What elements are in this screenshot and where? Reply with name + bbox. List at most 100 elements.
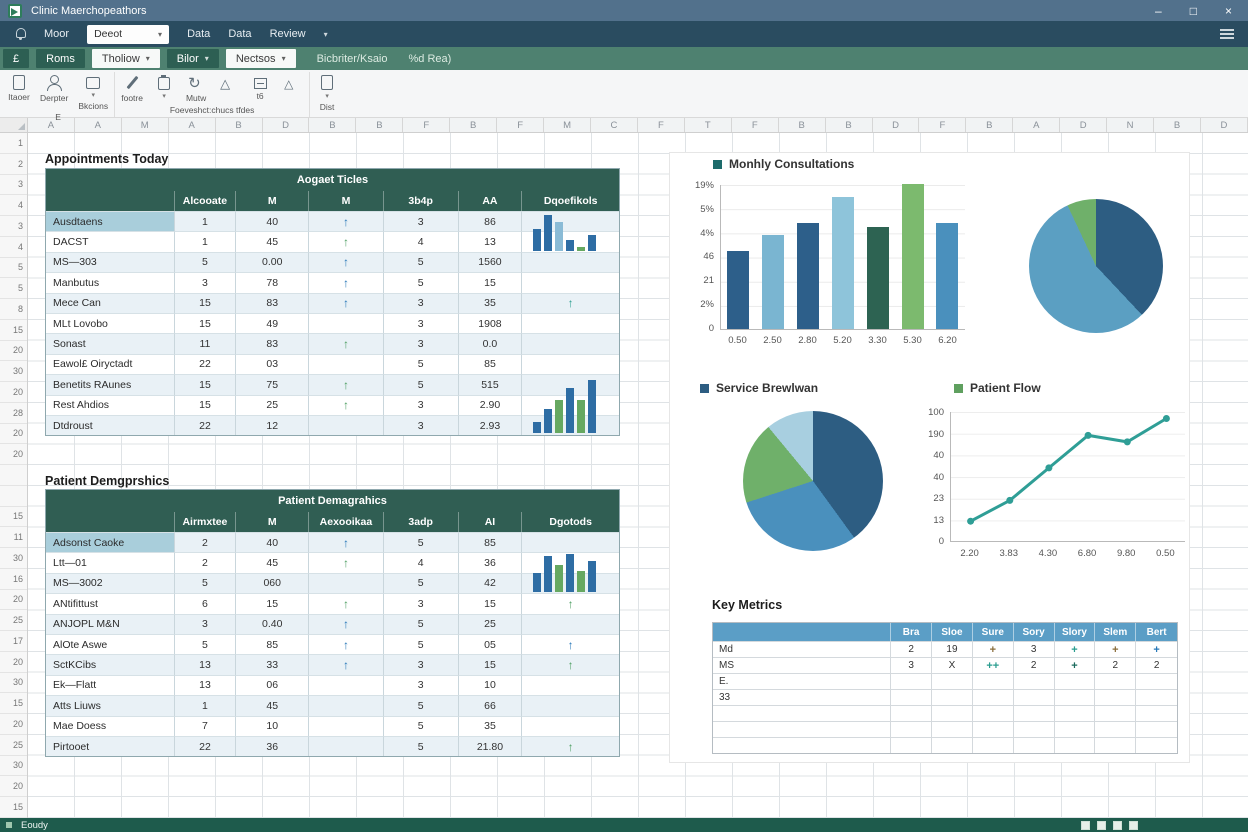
table-cell[interactable]: 13 bbox=[173, 674, 236, 696]
menu-item-review[interactable]: Review bbox=[269, 28, 306, 40]
row-header-28[interactable]: 20 bbox=[0, 714, 27, 735]
itaoer-button[interactable]: Itaoer bbox=[8, 75, 30, 102]
row-header-12[interactable]: 20 bbox=[0, 382, 27, 403]
table-cell[interactable]: Benetits RAunes bbox=[46, 374, 174, 394]
row-header-32[interactable]: 15 bbox=[0, 797, 27, 818]
table-cell[interactable]: 0.0 bbox=[457, 333, 522, 354]
table-cell[interactable]: 5 bbox=[382, 715, 458, 736]
table-cell[interactable]: ↑ bbox=[308, 292, 383, 313]
column-header-13[interactable]: F bbox=[638, 118, 685, 132]
key-metrics-row[interactable] bbox=[713, 737, 1178, 753]
table-cell[interactable] bbox=[521, 695, 619, 716]
table-cell[interactable]: Sonast bbox=[46, 333, 174, 353]
table-cell[interactable]: ↑ bbox=[308, 211, 383, 232]
menu-item-moor[interactable]: Moor bbox=[44, 28, 70, 40]
footre-button[interactable]: footre bbox=[121, 75, 143, 103]
ribbon-tab-tholiow[interactable]: Tholiow ▾ bbox=[91, 49, 160, 68]
table-cell[interactable]: 1560 bbox=[457, 251, 522, 273]
table-cell[interactable]: 15 bbox=[457, 593, 522, 614]
table-cell[interactable]: 45 bbox=[235, 695, 309, 716]
table-cell[interactable]: Ausdtaens bbox=[46, 211, 174, 232]
row-header-1[interactable]: 2 bbox=[0, 154, 27, 175]
table-row[interactable]: ANJOPL M&N 3 0.40 ↑ 5 25 bbox=[46, 613, 619, 634]
key-metrics-row[interactable]: MS 3 X ++ 2 +2 2 bbox=[713, 657, 1178, 673]
table-cell[interactable]: 060 bbox=[235, 572, 309, 594]
service-breakdown-pie-chart[interactable] bbox=[743, 411, 883, 551]
table-cell[interactable] bbox=[521, 312, 619, 334]
row-header-14[interactable]: 20 bbox=[0, 424, 27, 445]
table-cell[interactable] bbox=[521, 552, 619, 573]
table-cell[interactable]: ↑ bbox=[308, 613, 383, 634]
table-row[interactable]: Benetits RAunes 15 75 ↑ 5 515 bbox=[46, 374, 619, 395]
table-cell[interactable]: 03 bbox=[235, 353, 309, 375]
table-row[interactable]: Eawol£ Oiryctadt 22 03 5 85 bbox=[46, 353, 619, 375]
table-cell[interactable]: 45 bbox=[235, 552, 309, 573]
key-metrics-cell[interactable] bbox=[971, 689, 1013, 705]
table-cell[interactable]: 06 bbox=[235, 674, 309, 696]
column-header-2[interactable]: M bbox=[122, 118, 169, 132]
triangle-icon-button[interactable] bbox=[217, 75, 239, 91]
key-metrics-cell[interactable] bbox=[1053, 721, 1095, 737]
row-header-30[interactable]: 30 bbox=[0, 756, 27, 777]
key-metrics-cell[interactable] bbox=[1094, 737, 1136, 753]
table-cell[interactable]: 25 bbox=[235, 394, 309, 415]
table-cell[interactable]: MS—3002 bbox=[46, 572, 174, 593]
table-cell[interactable]: 22 bbox=[173, 353, 236, 375]
column-header-14[interactable]: T bbox=[685, 118, 732, 132]
table-cell[interactable]: ↑ bbox=[308, 532, 383, 553]
table-cell[interactable]: 4 bbox=[382, 552, 458, 573]
key-metrics-cell[interactable] bbox=[1012, 689, 1054, 705]
table-cell[interactable] bbox=[521, 613, 619, 634]
table-cell[interactable]: 25 bbox=[457, 613, 522, 634]
table-cell[interactable]: 36 bbox=[457, 552, 522, 573]
table-cell[interactable]: 3 bbox=[382, 674, 458, 696]
table-row[interactable]: MS—303 5 0.00 ↑ 5 1560 bbox=[46, 251, 619, 273]
select-all-corner[interactable] bbox=[0, 118, 28, 132]
row-header-5[interactable]: 4 bbox=[0, 237, 27, 258]
menu-item-data2[interactable]: Data bbox=[228, 28, 252, 40]
column-header-22[interactable]: D bbox=[1060, 118, 1108, 132]
key-metrics-cell[interactable]: 2 bbox=[1094, 657, 1136, 673]
key-metrics-cell[interactable]: ++ bbox=[971, 657, 1013, 673]
column-header-4[interactable]: B bbox=[216, 118, 263, 132]
table-cell[interactable]: 5 bbox=[382, 695, 458, 716]
table-cell[interactable]: ↑ bbox=[308, 654, 383, 675]
bkcions-button[interactable]: ▾ Bkcions bbox=[78, 75, 108, 111]
row-header-24[interactable]: 17 bbox=[0, 631, 27, 652]
table-cell[interactable]: 35 bbox=[457, 292, 522, 313]
table-cell[interactable] bbox=[521, 251, 619, 273]
table-cell[interactable]: 35 bbox=[457, 715, 522, 736]
key-metrics-row[interactable]: Md 2 19 +3 + + + bbox=[713, 641, 1178, 657]
table-row[interactable]: Mae Doess 7 10 5 35 bbox=[46, 715, 619, 736]
table-cell[interactable]: ↑ bbox=[308, 394, 383, 415]
key-metrics-cell[interactable] bbox=[931, 689, 972, 705]
table-cell[interactable]: 15 bbox=[457, 654, 522, 675]
table-cell[interactable]: ANJOPL M&N bbox=[46, 613, 174, 634]
table-cell[interactable]: 4 bbox=[382, 231, 458, 252]
notification-icon[interactable] bbox=[14, 28, 26, 40]
row-header-26[interactable]: 30 bbox=[0, 673, 27, 694]
key-metrics-name-cell[interactable] bbox=[713, 705, 891, 721]
table-cell[interactable]: 40 bbox=[235, 532, 309, 553]
column-header-1[interactable]: A bbox=[75, 118, 122, 132]
table-cell[interactable] bbox=[521, 333, 619, 354]
table-cell[interactable]: 3 bbox=[173, 272, 236, 293]
table-cell[interactable]: 515 bbox=[457, 374, 522, 395]
table-cell[interactable]: Mae Doess bbox=[46, 715, 174, 736]
key-metrics-cell[interactable]: + bbox=[1094, 641, 1136, 657]
key-metrics-row[interactable] bbox=[713, 721, 1178, 737]
table-cell[interactable]: 3 bbox=[382, 211, 458, 232]
table-cell[interactable]: ↑ bbox=[308, 333, 383, 354]
key-metrics-name-cell[interactable]: E. bbox=[713, 673, 891, 689]
key-metrics-cell[interactable] bbox=[1094, 673, 1136, 689]
key-metrics-cell[interactable]: 2 bbox=[890, 641, 932, 657]
table-cell[interactable]: 3 bbox=[382, 394, 458, 415]
table-cell[interactable]: SctKCibs bbox=[46, 654, 174, 674]
table-cell[interactable]: 6 bbox=[173, 593, 236, 614]
table-cell[interactable]: 86 bbox=[457, 211, 522, 232]
table-cell[interactable]: 3 bbox=[382, 593, 458, 614]
key-metrics-name-cell[interactable]: Md bbox=[713, 641, 891, 657]
table-row[interactable]: Ek—Flatt 13 06 3 10 bbox=[46, 674, 619, 696]
table-cell[interactable]: 83 bbox=[235, 292, 309, 313]
table-cell[interactable]: 3 bbox=[382, 654, 458, 675]
